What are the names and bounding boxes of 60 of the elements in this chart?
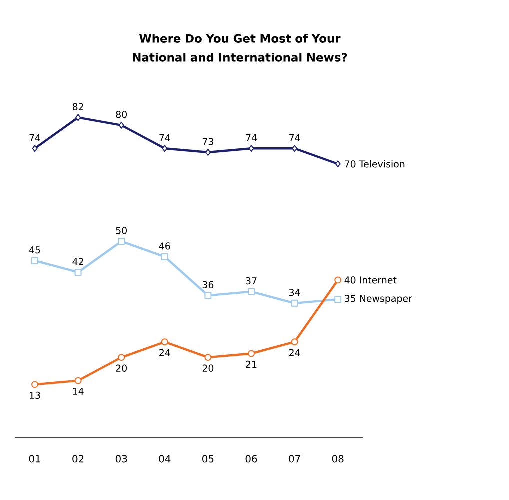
point <box>76 114 82 122</box>
x-tick-label: 03 <box>116 455 128 463</box>
data-label: 42 <box>72 258 84 266</box>
data-label: 74 <box>160 134 170 142</box>
data-label: 80 <box>116 111 127 118</box>
data-label: 37 <box>246 277 257 285</box>
data-label: 70 <box>345 160 356 168</box>
data-label: 45 <box>29 246 40 254</box>
data-label: 24 <box>289 349 300 356</box>
x-tick-label: 01 <box>29 455 40 463</box>
point <box>335 160 341 168</box>
data-label: 13 <box>30 392 40 400</box>
data-label: 21 <box>246 360 257 368</box>
point <box>334 276 342 284</box>
data-label: 34 <box>290 289 300 296</box>
point <box>118 122 124 129</box>
point <box>162 145 168 152</box>
x-tick-label: 05 <box>202 455 214 463</box>
data-label: 40 <box>344 276 356 284</box>
point <box>292 145 298 152</box>
chart-title: Where Do You Get Most of Your National and International News? <box>133 34 348 62</box>
point <box>161 253 168 260</box>
point <box>118 238 126 245</box>
point <box>74 268 82 276</box>
point <box>74 377 82 384</box>
point <box>204 354 212 362</box>
x-tick-label: 04 <box>159 455 171 463</box>
data-label: 35 <box>345 295 356 302</box>
x-tick-label: 06 <box>246 455 258 463</box>
data-label: 82 <box>72 103 84 110</box>
x-tick-label: 08 <box>332 455 344 463</box>
point <box>161 338 168 346</box>
data-label: 20 <box>202 364 214 372</box>
point <box>291 338 298 346</box>
point <box>248 288 255 296</box>
point <box>205 149 211 156</box>
point <box>248 145 254 152</box>
data-label: 14 <box>73 388 84 395</box>
data-label: 74 <box>290 134 300 142</box>
data-label: 20 <box>116 364 127 372</box>
text: Internet <box>360 276 397 284</box>
point <box>248 350 255 358</box>
point <box>32 381 38 388</box>
point <box>204 292 212 300</box>
x-tick-label: 07 <box>289 455 300 463</box>
data-label: 74 <box>246 134 257 142</box>
text: Newspaper <box>360 295 412 304</box>
point <box>334 296 342 304</box>
data-label: 50 <box>116 227 127 234</box>
x-tick-label: 02 <box>72 455 84 463</box>
point <box>32 257 38 264</box>
data-label: 36 <box>202 281 214 288</box>
data-label: 46 <box>159 242 170 250</box>
point <box>32 145 38 152</box>
data-label: 24 <box>160 349 170 356</box>
point <box>291 300 298 307</box>
data-label: 73 <box>202 138 214 146</box>
point <box>118 354 126 362</box>
text: Television <box>359 160 405 168</box>
data-label: 74 <box>30 134 41 142</box>
